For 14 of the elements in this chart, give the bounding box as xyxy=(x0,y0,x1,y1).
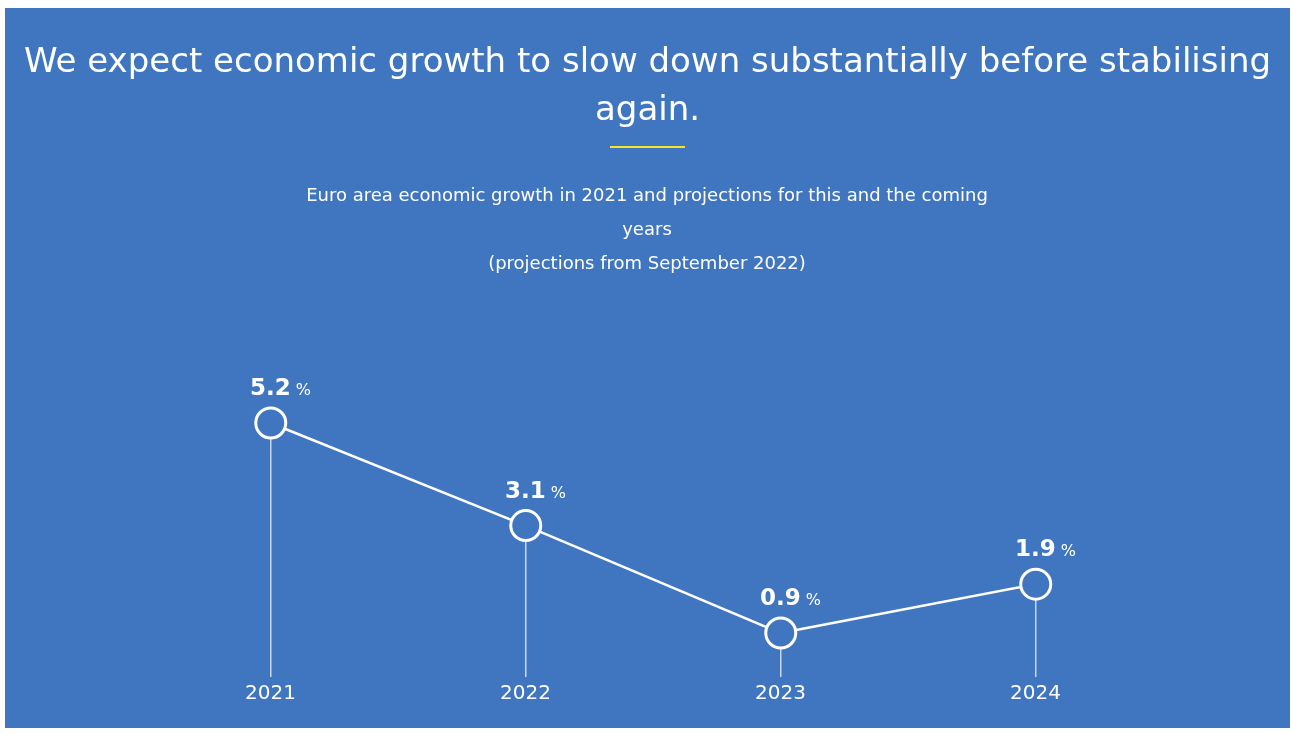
point xyxy=(509,509,543,543)
chart-title: We expect economic growth to slow down substantially before stabilising again. xyxy=(22,39,1273,130)
chart-subtitle: Euro area economic growth in 2021 and projections for this and the coming years (projections from September 2022) xyxy=(305,183,989,275)
data-label: 3.1 % xyxy=(504,476,567,503)
data-label: 0.9 % xyxy=(759,584,822,611)
point xyxy=(1019,567,1053,601)
x-tick-label: 2021 xyxy=(245,680,296,705)
x-tick-label: 2023 xyxy=(755,680,806,705)
point xyxy=(254,406,288,440)
x-tick-label: 2022 xyxy=(500,680,551,705)
point xyxy=(764,616,798,650)
data-label: 1.9 % xyxy=(1014,535,1077,562)
data-label: 5.2 % xyxy=(249,374,312,400)
x-tick-label: 2024 xyxy=(1010,680,1061,705)
